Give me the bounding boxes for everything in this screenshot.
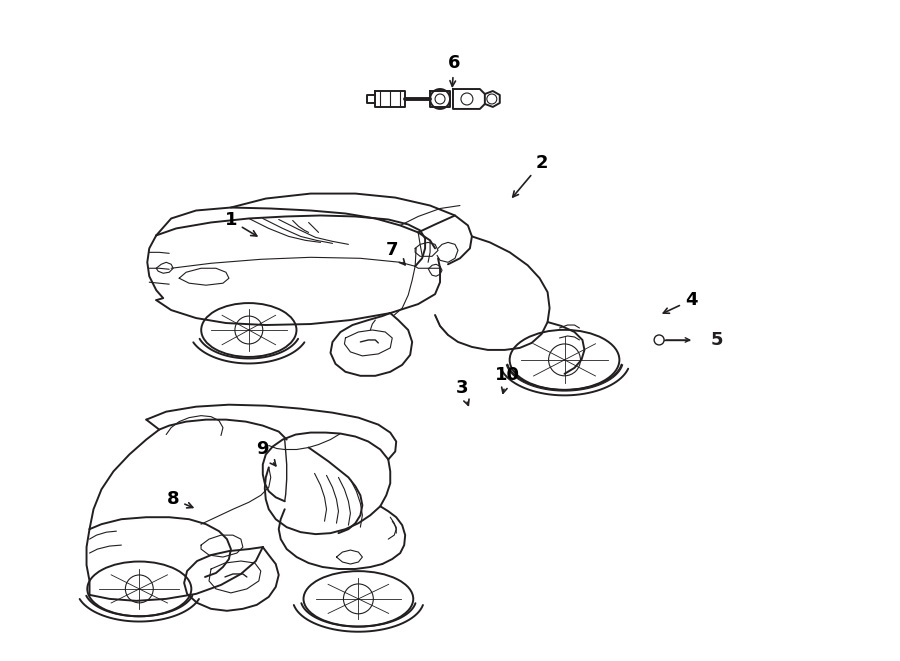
Text: 4: 4 (663, 291, 698, 313)
Text: 5: 5 (711, 331, 724, 349)
Text: 2: 2 (513, 154, 548, 197)
Text: 7: 7 (386, 241, 405, 265)
Text: 8: 8 (166, 490, 193, 508)
Text: 3: 3 (455, 379, 469, 405)
Text: 6: 6 (447, 54, 460, 87)
Text: 1: 1 (225, 212, 256, 236)
Text: 9: 9 (256, 440, 275, 466)
Text: 10: 10 (495, 366, 520, 393)
